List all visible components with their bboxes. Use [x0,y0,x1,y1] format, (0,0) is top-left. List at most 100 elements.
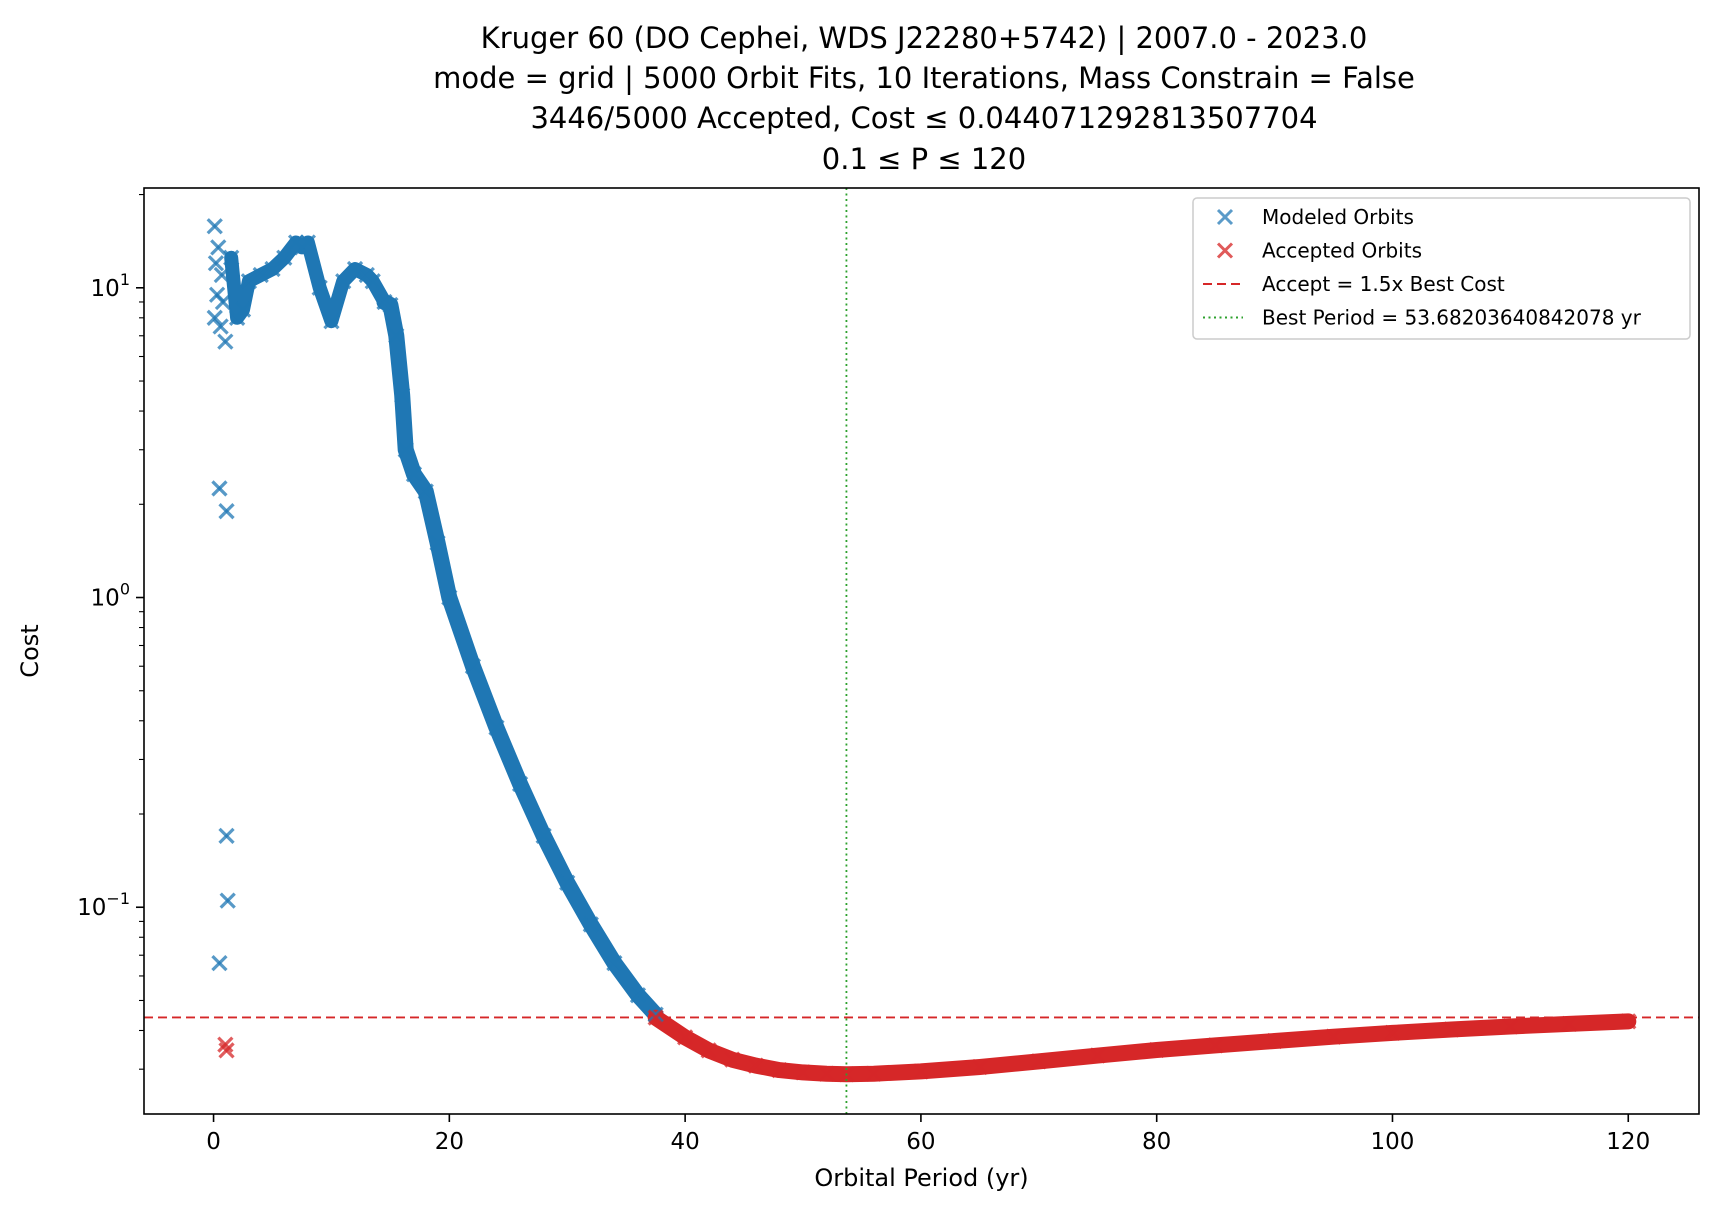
modeled-orbit-point [346,260,364,278]
accepted-orbit-point [771,1061,788,1079]
chart-title: Kruger 60 (DO Cephei, WDS J22280+5742) |… [433,21,1415,176]
legend-entries: Modeled Orbits Accepted Orbits Accept = 1.… [1203,205,1642,330]
modeled-orbit-point [311,279,328,296]
legend-marker [1216,208,1234,226]
accepted-orbit-point [1148,1041,1165,1059]
accepted-orbit-point [676,1029,694,1046]
modeled-orbit-point [417,483,434,500]
x-tick-label: 60 [906,1129,935,1155]
modeled-orbit-point [394,387,411,404]
accepted-orbit-point [1325,1028,1342,1045]
legend-box [1192,197,1691,340]
modeled-orbit-point [582,916,599,933]
accepted-orbit-point [700,1042,717,1059]
modeled-orbit-point [382,296,399,314]
accepted-orbit-point [217,1036,234,1053]
modeled-orbit-point [211,955,228,972]
accepted-orbit-point [1443,1021,1460,1038]
x-tick-label: 120 [1606,1129,1650,1155]
y-tick-label: 10−1 [77,889,130,921]
accepted-orbit-point [1030,1053,1047,1070]
y-axis-label: Cost [16,624,44,677]
modeled-orbit-point [240,273,258,290]
modeled-orbit-point [299,234,317,251]
accepted-orbit-point [971,1058,988,1076]
accepted-orbit-point [724,1051,741,1068]
modeled-orbit-point [212,318,229,335]
modeled-orbit-point [464,658,482,675]
legend-label: Best Period = 53.68203640842078 yr [1262,306,1642,330]
accepted-orbit-point [865,1065,882,1082]
modeled-orbit-point [252,266,269,284]
accepted-orbit-point [1502,1018,1519,1035]
y-tick-label: 101 [91,270,130,302]
x-tick-label: 80 [1142,1129,1171,1155]
accepted-orbit-point [1620,1013,1637,1030]
modeled-orbit-point [535,827,552,844]
accepted-orbit-point [1207,1037,1224,1054]
modeled-orbit-point [405,466,423,483]
accepted-orbit-point [747,1057,764,1074]
modeled-orbit-point [388,327,405,344]
legend-entry: Modeled Orbits [1216,205,1414,229]
modeled-orbit-point [323,313,340,330]
modeled-orbits-curve [224,235,664,1023]
modeled-orbit-point [364,273,381,290]
x-tick-label: 20 [435,1129,464,1155]
accepted-orbit-point [794,1064,812,1081]
modeled-orbits-points [206,218,664,1023]
x-axis-label: Orbital Period (yr) [814,1164,1028,1192]
modeled-orbit-point [488,719,505,736]
accepted-orbit-point [1561,1015,1578,1033]
modeled-orbit-point [206,218,223,235]
modeled-orbit-point [211,480,228,497]
accepted-orbits-band [647,1009,1637,1083]
legend-label: Accepted Orbits [1262,239,1422,263]
y-tick-label: 100 [91,580,130,612]
title-line-4: 0.1 ≤ P ≤ 120 [822,142,1026,176]
modeled-orbit-point [213,266,230,284]
accepted-orbit-point [818,1065,835,1082]
x-tick-label: 40 [670,1129,699,1155]
modeled-orbits-band [376,294,664,1023]
title-line-3: 3446/5000 Accepted, Cost ≤ 0.04407129281… [530,101,1317,135]
x-tick-label: 0 [206,1129,221,1155]
modeled-orbit-point [214,293,232,311]
legend-entry: Accept = 1.5x Best Cost [1203,272,1505,296]
modeled-orbit-point [276,249,293,266]
modeled-orbit-point [629,987,647,1004]
title-line-2: mode = grid | 5000 Orbit Fits, 10 Iterat… [433,61,1415,95]
legend-label: Accept = 1.5x Best Cost [1262,272,1505,296]
modeled-orbit-point [234,301,252,318]
modeled-orbit-point [218,827,235,844]
accepted-orbit-point [218,1042,235,1059]
legend-marker [1216,242,1234,259]
x-axis: 0 20 40 60 80 100 120 [206,1114,1650,1155]
y-minor-ticks [139,194,144,1070]
modeled-orbit-point [429,534,446,552]
modeled-orbit-point [606,955,623,972]
modeled-orbit-point [223,249,240,266]
modeled-orbit-point [559,874,576,891]
modeled-orbit-point [397,441,414,458]
plot-area [139,187,1700,1115]
modeled-orbit-point [441,589,458,606]
modeled-orbit-point [647,1006,664,1023]
modeled-orbit-point [511,775,529,793]
y-axis: 10−1 100 101 [77,270,144,921]
modeled-orbit-point [219,892,236,909]
modeled-orbit-point [217,333,234,350]
accepted-orbit-point [1384,1024,1401,1041]
legend-entry: Accepted Orbits [1216,239,1422,263]
accepted-orbits-points [217,1009,1637,1083]
accepted-orbit-point [1089,1047,1106,1064]
title-line-1: Kruger 60 (DO Cephei, WDS J22280+5742) |… [481,21,1368,55]
modeled-orbit-point [206,309,223,326]
modeled-orbit-point [218,503,235,520]
legend: Modeled Orbits Accepted Orbits Accept = 1.… [1192,197,1691,340]
modeled-orbit-point [207,255,225,272]
modeled-orbit-point [210,239,227,256]
accepted-orbits-curve [647,1009,1637,1083]
legend-label: Modeled Orbits [1262,205,1414,229]
accepted-orbit-point [1266,1032,1283,1050]
